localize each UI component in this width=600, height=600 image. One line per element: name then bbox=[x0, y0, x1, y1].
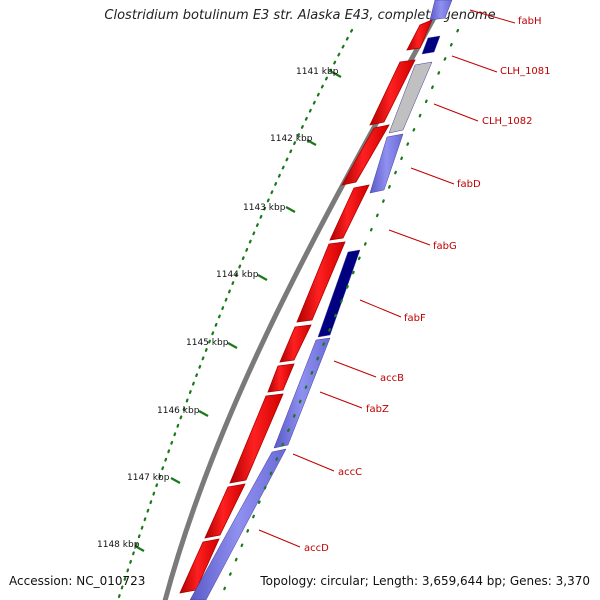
gene-leader-line bbox=[451, 55, 498, 73]
gene-leader-line bbox=[433, 103, 479, 122]
gene-label-accd: accD bbox=[304, 543, 329, 554]
kbp-tick-mark bbox=[170, 477, 181, 484]
gene-label-fabf: fabF bbox=[404, 313, 426, 324]
kbp-tick-label: 1141 kbp bbox=[296, 67, 339, 77]
gene-label-accc: accC bbox=[338, 467, 362, 478]
genome-summary-text: Topology: circular; Length: 3,659,644 bp… bbox=[260, 574, 590, 588]
cds-feature-arrow bbox=[267, 363, 295, 393]
kbp-tick-label: 1144 kbp bbox=[216, 270, 259, 280]
accession-text: Accession: NC_010723 bbox=[9, 574, 146, 588]
cds-feature-arrow bbox=[369, 59, 416, 126]
cds-track bbox=[179, 19, 433, 594]
cog-feature-block bbox=[421, 35, 441, 55]
kbp-tick-label: 1147 kbp bbox=[127, 473, 170, 483]
gene-leader-line bbox=[410, 167, 455, 185]
kbp-tick-label: 1142 kbp bbox=[270, 134, 313, 144]
gene-leader-line bbox=[333, 360, 377, 378]
cog-track bbox=[189, 0, 453, 600]
cog-feature-block bbox=[273, 337, 331, 449]
cog-feature-block bbox=[369, 133, 404, 194]
kbp-ticks: 1141 kbp 1142 kbp 1143 kbp 1144 kbp 1145 kbp… bbox=[97, 67, 342, 552]
cog-feature-block bbox=[317, 249, 361, 338]
gene-leader-line bbox=[359, 299, 402, 318]
gene-leader-line bbox=[292, 453, 335, 472]
kbp-tick-mark bbox=[331, 71, 342, 78]
kbp-tick-mark bbox=[198, 410, 209, 417]
kbp-tick-mark bbox=[257, 274, 268, 281]
gene-leader-line bbox=[319, 391, 363, 409]
cog-feature-block bbox=[388, 61, 433, 134]
cds-feature-arrow bbox=[204, 483, 246, 539]
cds-feature-arrow bbox=[329, 184, 370, 241]
map-title: Clostridium botulinum E3 str. Alaska E43… bbox=[104, 8, 496, 23]
inner-tick-dots bbox=[218, 28, 460, 600]
ruler-dotted-line bbox=[116, 28, 354, 600]
kbp-tick-label: 1143 kbp bbox=[243, 203, 286, 213]
cds-feature-arrow bbox=[296, 241, 346, 323]
gene-leader-line bbox=[388, 229, 431, 246]
gene-label-fabh: fabH bbox=[518, 16, 542, 27]
gene-labels: fabH CLH_1081 CLH_1082 fabD fabG fabF accB fabZ… bbox=[258, 9, 551, 554]
cds-feature-arrow bbox=[279, 324, 312, 363]
gene-label-clh_1082: CLH_1082 bbox=[482, 116, 533, 127]
cds-feature-arrow bbox=[406, 19, 433, 51]
cds-feature-arrow bbox=[229, 393, 284, 484]
kbp-tick-mark bbox=[285, 206, 296, 213]
gene-label-clh_1081: CLH_1081 bbox=[500, 66, 551, 77]
cog-feature-block bbox=[189, 448, 287, 600]
gene-label-fabz: fabZ bbox=[366, 404, 389, 415]
kbp-tick-label: 1145 kbp bbox=[186, 338, 229, 348]
gene-leader-line bbox=[469, 9, 516, 24]
gene-label-accb: accB bbox=[380, 373, 404, 384]
gene-label-fabg: fabG bbox=[433, 241, 457, 252]
kbp-tick-label: 1148 kbp bbox=[97, 540, 140, 550]
kbp-tick-mark bbox=[134, 545, 145, 552]
gene-leader-line bbox=[258, 529, 301, 548]
kbp-tick-mark bbox=[306, 139, 317, 146]
gene-label-fabd: fabD bbox=[457, 179, 481, 190]
kbp-tick-mark bbox=[227, 342, 238, 349]
cog-feature-block bbox=[429, 0, 453, 21]
kbp-tick-label: 1146 kbp bbox=[157, 406, 200, 416]
cds-feature-arrow bbox=[341, 124, 390, 186]
